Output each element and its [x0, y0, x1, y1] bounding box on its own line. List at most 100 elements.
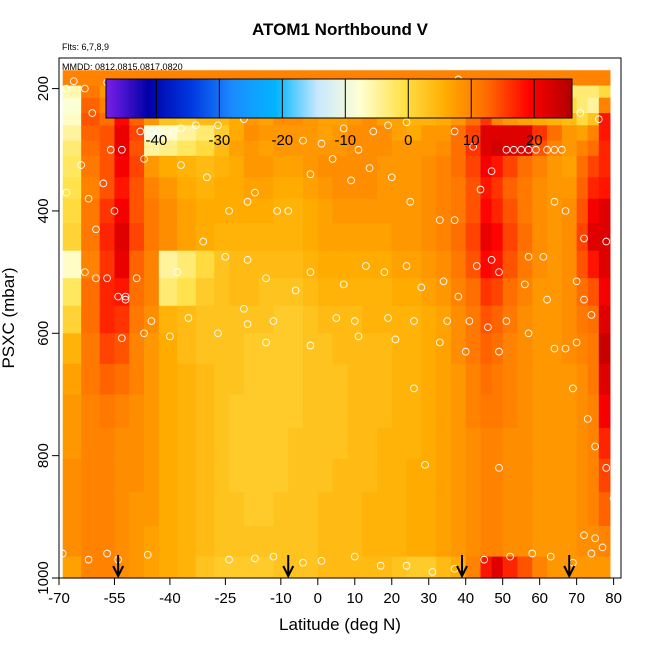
heatmap-cell — [229, 492, 245, 527]
observation-point — [99, 179, 108, 188]
colorbar-gradient — [105, 78, 573, 119]
heatmap-cell — [62, 250, 82, 279]
heatmap-cell — [576, 70, 589, 87]
heatmap-cell — [598, 250, 611, 279]
observation-point — [580, 531, 588, 540]
observation-point — [521, 280, 529, 289]
heatmap-cell — [347, 305, 363, 334]
heatmap-cell — [177, 278, 197, 307]
observation-point — [121, 292, 130, 301]
observation-point — [506, 552, 514, 561]
heatmap-cell — [332, 428, 348, 460]
heatmap-cell — [144, 198, 160, 224]
x-tick-label: 0 — [314, 590, 322, 607]
observation-point — [594, 115, 603, 124]
heatmap-cell — [195, 305, 215, 334]
observation-point — [77, 161, 86, 169]
heatmap-cell — [317, 305, 334, 334]
heatmap-cell — [214, 492, 230, 527]
heatmap-cell — [376, 223, 393, 252]
heatmap-cell — [391, 177, 408, 200]
observation-point — [532, 145, 540, 154]
heatmap-cell — [491, 177, 504, 200]
observation-point — [84, 194, 93, 203]
heatmap-cell — [362, 140, 378, 157]
observation-point — [391, 335, 400, 344]
observation-point — [569, 384, 577, 393]
observation-point — [214, 329, 222, 338]
heatmap-cell — [158, 492, 178, 527]
observation-point — [147, 317, 156, 325]
heatmap-cell — [81, 363, 101, 396]
heatmap-cell — [347, 155, 363, 178]
heatmap-cell — [532, 363, 548, 396]
observation-point — [81, 268, 89, 276]
heatmap-cell — [480, 70, 493, 87]
heatmap-cell — [576, 305, 589, 334]
heatmap-cell — [288, 223, 304, 252]
observation-point — [106, 145, 115, 154]
heatmap-cell — [158, 428, 178, 460]
heatmap-cell — [391, 140, 408, 157]
observation-point — [328, 155, 337, 163]
heatmap-cell — [347, 458, 363, 493]
heatmap-cell — [195, 250, 215, 279]
heatmap-cell — [243, 155, 260, 178]
observation-point — [299, 558, 307, 567]
heatmap-cell — [502, 305, 519, 334]
heatmap-cell — [288, 155, 304, 178]
heatmap-cell — [243, 458, 260, 493]
heatmap-cell — [62, 428, 82, 460]
observation-point — [84, 555, 93, 564]
heatmap-cell — [465, 278, 482, 307]
heatmap-cell — [502, 250, 519, 279]
heatmap-cell — [332, 177, 348, 200]
heatmap-cell — [81, 394, 101, 429]
heatmap-cell — [421, 278, 437, 307]
heatmap-cell — [436, 526, 452, 558]
heatmap-cell — [391, 428, 408, 460]
observation-point — [602, 237, 611, 246]
heatmap-cell — [517, 458, 533, 493]
heatmap-cell — [144, 223, 160, 252]
heatmap-cell — [406, 526, 422, 558]
heatmap-cell — [177, 140, 197, 157]
observation-point — [191, 121, 200, 130]
heatmap-cell — [81, 333, 101, 365]
heatmap-cell — [532, 492, 548, 527]
heatmap-cell — [532, 125, 548, 142]
observation-point — [454, 292, 463, 301]
heatmap-cell — [317, 177, 334, 200]
heatmap-cell — [532, 458, 548, 493]
heatmap-cell — [99, 333, 116, 365]
observation-point — [221, 252, 230, 261]
observation-point — [273, 207, 281, 215]
heatmap-cell — [436, 177, 452, 200]
heatmap-cell — [258, 305, 275, 334]
heatmap-cell — [421, 155, 437, 178]
heatmap-cell — [491, 223, 504, 252]
x-tick-label: 40 — [457, 590, 474, 607]
heatmap-cell — [317, 526, 334, 558]
heatmap-cell — [62, 305, 82, 334]
heatmap-cell — [517, 428, 533, 460]
heatmap-cell — [81, 125, 101, 142]
heatmap-cell — [332, 394, 348, 429]
heatmap-cell — [243, 125, 260, 142]
heatmap-cell — [99, 198, 116, 224]
heatmap-cell — [177, 363, 197, 396]
heatmap-cell — [587, 198, 600, 224]
observation-point — [495, 464, 503, 472]
heatmap-cell — [332, 223, 348, 252]
heatmap-cell — [229, 223, 245, 252]
heatmap-cell — [517, 177, 533, 200]
heatmap-cell — [62, 333, 82, 365]
heatmap-cell — [214, 333, 230, 365]
heatmap-cell — [517, 155, 533, 178]
x-tick-label: 70 — [568, 590, 585, 607]
heatmap-cell — [129, 428, 145, 460]
observation-point — [140, 155, 148, 163]
heatmap-cell — [436, 556, 452, 579]
heatmap-cell — [177, 125, 197, 142]
heatmap-cell — [502, 155, 519, 178]
